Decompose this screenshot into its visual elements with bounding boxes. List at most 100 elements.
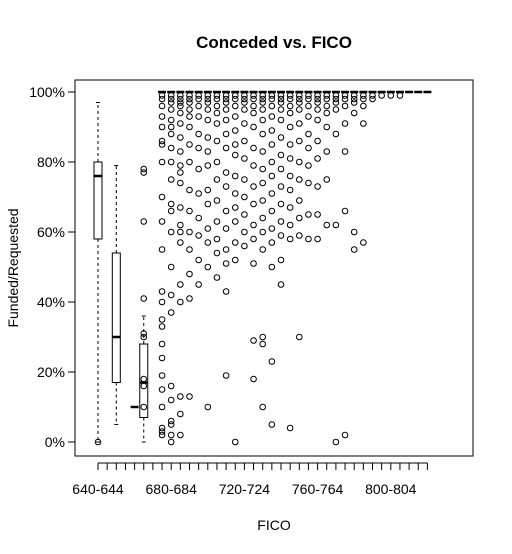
outlier-point xyxy=(268,95,276,103)
outlier-point xyxy=(360,92,367,99)
outlier-point xyxy=(204,148,212,155)
outlier-point xyxy=(296,333,303,341)
outlier-point xyxy=(231,102,239,110)
outlier-point xyxy=(250,162,257,169)
outlier-point xyxy=(158,123,166,131)
box-group xyxy=(267,90,276,428)
x-tick-label: 680-684 xyxy=(146,481,198,497)
outlier-point xyxy=(222,246,230,253)
outlier-point xyxy=(204,116,212,124)
outlier-point xyxy=(167,431,175,439)
outlier-point xyxy=(250,200,257,208)
outlier-point xyxy=(177,431,184,439)
outlier-point xyxy=(140,375,148,383)
outlier-point xyxy=(158,141,166,148)
outlier-point xyxy=(277,134,285,141)
x-tick-label: 640-644 xyxy=(72,481,124,497)
outlier-point xyxy=(314,183,321,190)
outlier-point xyxy=(259,214,267,222)
y-tick-label: 0% xyxy=(45,434,65,450)
outlier-point xyxy=(222,207,230,215)
outlier-point xyxy=(296,158,303,166)
outlier-point xyxy=(277,151,285,159)
outlier-point xyxy=(222,95,230,103)
outlier-point xyxy=(231,256,239,264)
outlier-point xyxy=(167,116,175,124)
outlier-point xyxy=(286,141,294,148)
outlier-point xyxy=(350,92,358,99)
box-group xyxy=(322,90,331,229)
box-group xyxy=(286,90,295,432)
outlier-point xyxy=(296,197,303,204)
outlier-point xyxy=(305,92,312,99)
outlier-point xyxy=(186,113,193,120)
outlier-point xyxy=(177,120,184,127)
outlier-point xyxy=(286,92,294,99)
outlier-point xyxy=(195,190,202,197)
outlier-point xyxy=(177,92,184,99)
outlier-point xyxy=(341,102,349,110)
outlier-point xyxy=(177,134,184,141)
outlier-point xyxy=(360,102,367,110)
outlier-point xyxy=(222,130,230,138)
outlier-point xyxy=(323,221,331,229)
outlier-point xyxy=(204,106,212,113)
outlier-point xyxy=(314,106,321,113)
box-group xyxy=(249,90,258,383)
outlier-point xyxy=(305,162,312,169)
outlier-point xyxy=(332,106,340,113)
outlier-point xyxy=(94,438,102,446)
outlier-point xyxy=(296,176,303,183)
outlier-point xyxy=(286,102,294,110)
outlier-point xyxy=(296,214,303,222)
outlier-point xyxy=(195,281,202,288)
outlier-point xyxy=(167,95,175,103)
outlier-point xyxy=(259,197,267,204)
outlier-point xyxy=(286,221,294,229)
outlier-point xyxy=(268,190,276,197)
outlier-point xyxy=(296,120,303,127)
outlier-point xyxy=(277,92,285,99)
outlier-point xyxy=(213,92,221,99)
outlier-point xyxy=(296,137,303,145)
outlier-point xyxy=(222,144,230,152)
outlier-point xyxy=(341,431,349,439)
outlier-point xyxy=(332,438,340,446)
outlier-point xyxy=(195,102,202,110)
box-group xyxy=(341,90,350,439)
outlier-point xyxy=(268,102,276,110)
outlier-point xyxy=(231,141,239,148)
outlier-point xyxy=(167,263,175,271)
outlier-point xyxy=(259,116,267,124)
outlier-point xyxy=(158,137,166,145)
box xyxy=(93,161,103,240)
outlier-point xyxy=(259,148,267,155)
box-group xyxy=(185,90,194,400)
outlier-point xyxy=(167,417,175,425)
outlier-point xyxy=(213,235,221,243)
outlier-point xyxy=(186,99,193,106)
outlier-point xyxy=(241,120,248,127)
outlier-point xyxy=(222,116,230,124)
outlier-point xyxy=(250,235,257,243)
outlier-point xyxy=(241,137,248,145)
outlier-point xyxy=(250,95,257,103)
outlier-point xyxy=(158,193,166,201)
y-axis: 0% 20% 40% 60% 80% 100% xyxy=(29,84,75,450)
outlier-point xyxy=(204,99,212,106)
outlier-point xyxy=(167,438,175,446)
outlier-point xyxy=(158,424,166,432)
outlier-point xyxy=(323,176,331,183)
outlier-point xyxy=(195,232,202,239)
outlier-point xyxy=(213,274,221,281)
outlier-point xyxy=(277,256,285,264)
outlier-point xyxy=(213,197,221,204)
outlier-point xyxy=(195,92,202,99)
outlier-point xyxy=(259,340,267,348)
outlier-point xyxy=(332,99,340,106)
outlier-point xyxy=(259,403,267,411)
outlier-point xyxy=(158,340,166,348)
outlier-point xyxy=(341,148,349,155)
outlier-point xyxy=(231,151,239,159)
outlier-point xyxy=(231,239,239,246)
